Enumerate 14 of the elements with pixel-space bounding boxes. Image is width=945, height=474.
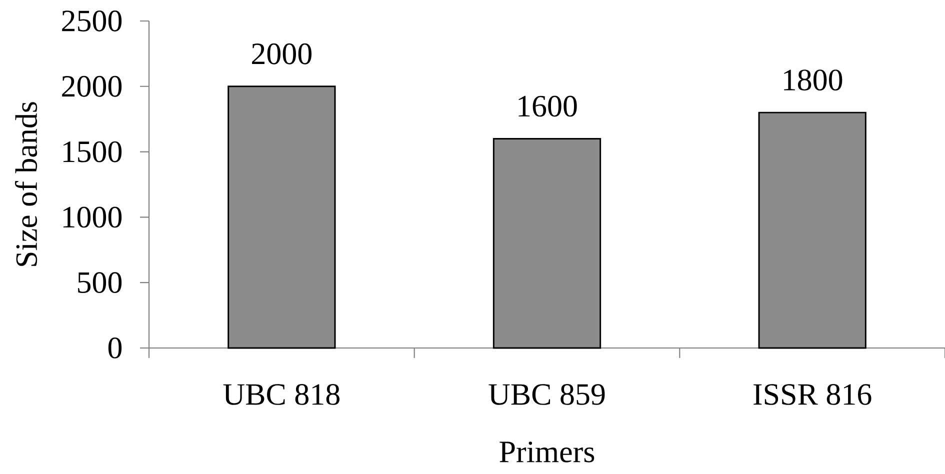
x-tick-label: UBC 818 — [223, 384, 340, 405]
x-axis-title: Primers — [500, 442, 594, 462]
y-axis-title: Size of bands — [14, 102, 38, 266]
y-tick-label: 1500 — [63, 141, 122, 162]
y-tick-label: 500 — [78, 272, 122, 294]
y-tick-label: 2000 — [62, 76, 122, 97]
y-tick-label: 2500 — [62, 10, 122, 32]
x-tick-label: UBC 859 — [488, 384, 605, 405]
y-tick-label: 0 — [108, 338, 122, 358]
data-label: 1800 — [784, 70, 842, 91]
data-label: 2000 — [252, 43, 312, 64]
data-label: 1600 — [518, 96, 577, 117]
x-tick-label: ISSR 816 — [754, 384, 872, 405]
y-tick-label: 1000 — [63, 206, 122, 228]
